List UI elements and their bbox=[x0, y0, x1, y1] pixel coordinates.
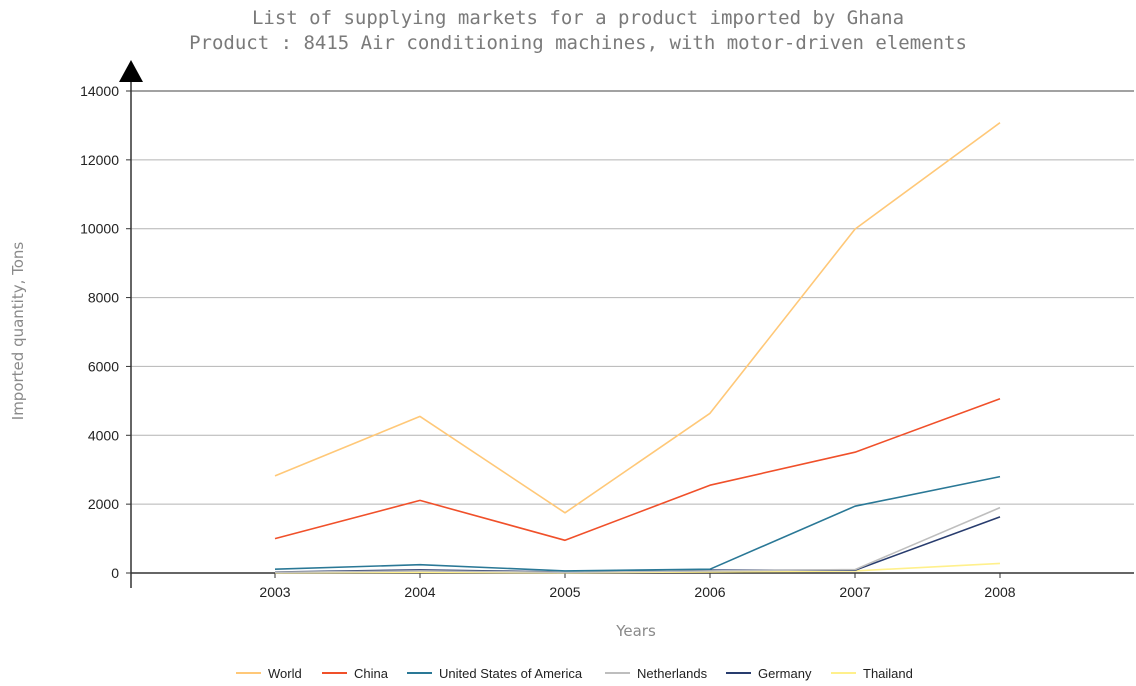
x-tick-label: 2007 bbox=[839, 584, 870, 600]
chart-title: List of supplying markets for a product … bbox=[252, 7, 904, 29]
x-tick-label: 2005 bbox=[549, 584, 580, 600]
legend-item: China bbox=[322, 666, 389, 681]
x-tick-label: 2003 bbox=[259, 584, 290, 600]
y-tick-label: 0 bbox=[111, 565, 119, 581]
legend-label: World bbox=[268, 666, 302, 681]
x-tick-label: 2004 bbox=[404, 584, 435, 600]
gridlines bbox=[131, 90, 1134, 505]
legend-label: United States of America bbox=[439, 666, 583, 681]
y-tick-label: 12000 bbox=[80, 152, 119, 168]
series-line-world bbox=[274, 122, 1001, 514]
series-line-united-states-of-america bbox=[274, 475, 1001, 572]
x-axis-title: Years bbox=[615, 622, 656, 640]
legend-label: Netherlands bbox=[637, 666, 708, 681]
legend-label: China bbox=[354, 666, 389, 681]
chart-subtitle: Product : 8415 Air conditioning machines… bbox=[189, 32, 967, 54]
y-axis-title: Imported quantity, Tons bbox=[9, 242, 27, 421]
y-axis-arrow-icon bbox=[119, 60, 143, 82]
y-tick-label: 8000 bbox=[88, 290, 119, 306]
y-tick-label: 6000 bbox=[88, 358, 119, 374]
legend-item: United States of America bbox=[407, 666, 583, 681]
series-lines bbox=[274, 122, 1001, 574]
legend-item: Thailand bbox=[831, 666, 913, 681]
x-tick-label: 2008 bbox=[984, 584, 1015, 600]
legend-item: Netherlands bbox=[605, 666, 708, 681]
legend-item: World bbox=[236, 666, 302, 681]
x-tick-label: 2006 bbox=[694, 584, 725, 600]
series-line-netherlands bbox=[274, 506, 1001, 574]
tick-labels: 0 2000 4000 6000 8000 10000 12000 14000 2003 2004… bbox=[80, 83, 1016, 600]
series-line-china bbox=[274, 398, 1001, 542]
y-tick-label: 14000 bbox=[80, 83, 119, 99]
legend-item: Germany bbox=[726, 666, 812, 681]
y-tick-label: 4000 bbox=[88, 427, 119, 443]
y-tick-label: 10000 bbox=[80, 221, 119, 237]
series-line-germany bbox=[274, 516, 1001, 573]
legend-label: Germany bbox=[758, 666, 812, 681]
legend-label: Thailand bbox=[863, 666, 913, 681]
legend: World China United States of America Nether… bbox=[236, 666, 913, 681]
y-tick-label: 2000 bbox=[88, 496, 119, 512]
axes bbox=[119, 60, 1134, 588]
